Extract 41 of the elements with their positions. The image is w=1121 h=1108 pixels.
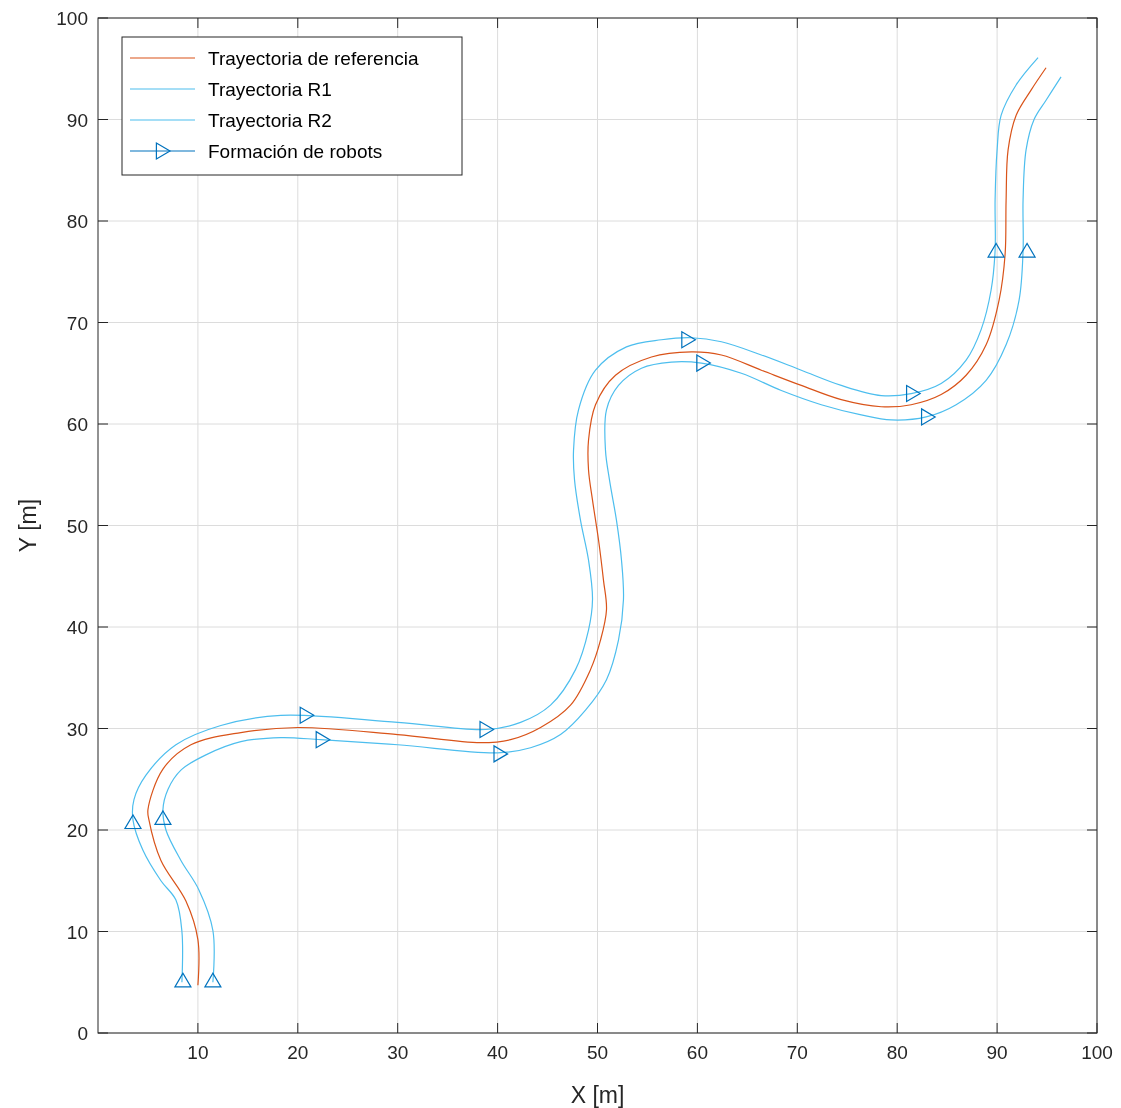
- point: [124, 814, 142, 830]
- y-tick-label: 20: [66, 820, 88, 841]
- point: [905, 384, 921, 403]
- y-tick-label: 10: [66, 921, 88, 943]
- point: [493, 745, 509, 763]
- x-tick-label: 90: [986, 1042, 1008, 1063]
- point: [204, 972, 222, 988]
- x-tick-label: 50: [586, 1042, 609, 1063]
- x-tick-label: 20: [287, 1042, 309, 1063]
- y-tick-label: 100: [56, 8, 88, 29]
- x-axis-title: X [m]: [570, 1082, 625, 1108]
- y-tick-label: 30: [66, 718, 88, 740]
- y-tick-label: 60: [66, 414, 88, 435]
- x-tick-label: 10: [187, 1042, 209, 1063]
- x-tick-label: 100: [1081, 1042, 1113, 1063]
- legend-label: Formación de robots: [208, 141, 383, 162]
- legend-label: Trayectoria de referencia: [208, 48, 419, 69]
- point: [154, 810, 172, 826]
- point: [315, 731, 331, 749]
- y-tick-label: 0: [77, 1023, 88, 1044]
- x-tick-label: 80: [886, 1042, 908, 1063]
- x-tick-label: 40: [487, 1042, 509, 1063]
- legend-label: Trayectoria R1: [208, 79, 332, 100]
- x-tick-label: 60: [686, 1042, 708, 1063]
- y-tick-label: 70: [66, 312, 88, 334]
- y-tick-label: 80: [66, 211, 88, 232]
- point: [987, 242, 1005, 258]
- point: [1018, 242, 1036, 258]
- point: [174, 972, 192, 988]
- legend-label: Trayectoria R2: [208, 110, 332, 131]
- point: [681, 331, 697, 349]
- y-axis-title: Y [m]: [15, 498, 41, 553]
- y-tick-label: 40: [66, 617, 88, 638]
- point: [299, 706, 315, 724]
- y-tick-label: 50: [66, 515, 88, 537]
- point: [696, 354, 711, 372]
- x-tick-label: 30: [387, 1042, 409, 1063]
- y-tick-label: 90: [66, 109, 88, 131]
- x-tick-label: 70: [786, 1042, 808, 1063]
- point: [920, 408, 936, 426]
- point: [479, 720, 495, 739]
